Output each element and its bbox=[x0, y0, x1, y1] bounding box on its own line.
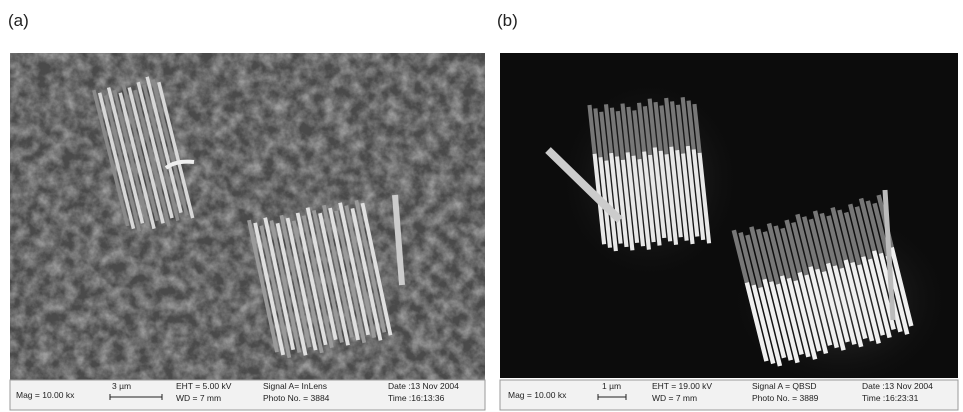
info-text: Date :13 Nov 2004 bbox=[862, 381, 933, 391]
info-bar-a: Mag = 10.00 kx 3 µm EHT = 5.00 kV WD = 7… bbox=[10, 380, 485, 410]
sem-image-b bbox=[500, 53, 958, 390]
info-text: Time :16:23:31 bbox=[862, 393, 919, 403]
info-text: Time :16:13:36 bbox=[388, 393, 445, 403]
panel-label: (b) bbox=[497, 11, 518, 30]
figure: (a) (b) Mag = 10.00 kx 3 µm EHT = 5.00 k… bbox=[0, 0, 963, 412]
info-text: Photo No. = 3889 bbox=[752, 393, 819, 403]
info-text: Mag = 10.00 kx bbox=[16, 390, 75, 400]
info-text: Mag = 10.00 kx bbox=[508, 390, 567, 400]
sem-image-a bbox=[10, 53, 485, 380]
info-text: EHT = 5.00 kV bbox=[176, 381, 232, 391]
panel-label: (a) bbox=[8, 11, 29, 30]
info-text: WD = 7 mm bbox=[652, 393, 697, 403]
info-text: EHT = 19.00 kV bbox=[652, 381, 712, 391]
info-text: Date :13 Nov 2004 bbox=[388, 381, 459, 391]
info-text: Photo No. = 3884 bbox=[263, 393, 330, 403]
info-text: Signal A= InLens bbox=[263, 381, 327, 391]
scale-label: 1 µm bbox=[602, 381, 621, 391]
info-bar-b: Mag = 10.00 kx 1 µm EHT = 19.00 kV WD = … bbox=[500, 380, 958, 410]
info-text: Signal A = QBSD bbox=[752, 381, 817, 391]
scale-label: 3 µm bbox=[112, 381, 131, 391]
info-text: WD = 7 mm bbox=[176, 393, 221, 403]
